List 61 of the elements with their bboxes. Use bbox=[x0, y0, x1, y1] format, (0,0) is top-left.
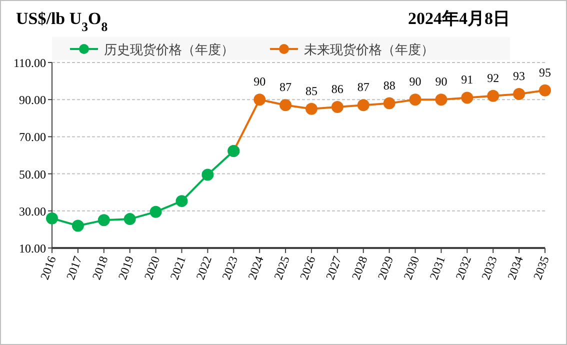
x-tick-label: 2019 bbox=[115, 254, 137, 282]
data-label: 88 bbox=[383, 78, 396, 92]
data-label: 90 bbox=[409, 74, 422, 89]
x-tick-label: 2016 bbox=[37, 254, 59, 282]
legend-label: 未来现货价格（年度） bbox=[304, 42, 434, 58]
data-label: 85 bbox=[305, 84, 318, 98]
point bbox=[202, 168, 214, 181]
point bbox=[176, 195, 188, 208]
data-label: 87 bbox=[357, 80, 370, 94]
x-tick-label: 2035 bbox=[530, 254, 552, 282]
x-tick-label: 2021 bbox=[167, 254, 189, 282]
data-label: 93 bbox=[513, 69, 526, 84]
point bbox=[539, 84, 551, 96]
point bbox=[461, 92, 474, 104]
x-tick-label: 2027 bbox=[322, 254, 344, 282]
point bbox=[254, 94, 266, 106]
legend-label: 历史现货价格（年度） bbox=[104, 42, 234, 58]
x-tick-label: 2029 bbox=[374, 254, 396, 282]
point bbox=[357, 99, 370, 112]
y-tick-label: 50.00 bbox=[19, 167, 46, 182]
x-tick-label: 2024 bbox=[245, 254, 266, 282]
data-label: 86 bbox=[331, 82, 344, 96]
data-label: 95 bbox=[539, 65, 551, 80]
point bbox=[72, 220, 84, 232]
point bbox=[435, 94, 448, 106]
data-label: 90 bbox=[254, 74, 266, 89]
point bbox=[124, 213, 136, 226]
x-tick-label: 2034 bbox=[504, 254, 526, 282]
x-tick-label: 2026 bbox=[296, 254, 318, 282]
x-tick-label: 2025 bbox=[270, 254, 292, 282]
y-tick-label: 110.00 bbox=[13, 56, 46, 70]
data-label: 90 bbox=[435, 74, 448, 89]
y-tick-label: 10.00 bbox=[19, 242, 46, 256]
point bbox=[150, 206, 162, 218]
data-label: 92 bbox=[487, 70, 500, 85]
x-tick-label: 2028 bbox=[348, 254, 370, 282]
x-tick-label: 2020 bbox=[141, 254, 163, 282]
point bbox=[305, 102, 318, 115]
data-label: 91 bbox=[461, 72, 474, 87]
y-tick-label: 30.00 bbox=[19, 204, 46, 218]
x-tick-label: 2017 bbox=[63, 254, 85, 282]
y-tick-label: 70.00 bbox=[19, 130, 46, 144]
x-tick-label: 2032 bbox=[452, 254, 474, 282]
y-tick-label: 90.00 bbox=[19, 93, 46, 108]
x-tick-label: 2022 bbox=[193, 254, 215, 282]
point bbox=[331, 101, 344, 114]
point bbox=[46, 212, 58, 224]
point bbox=[513, 88, 526, 100]
chart-subtitle: 2024年4月8日 bbox=[408, 9, 510, 28]
point bbox=[487, 90, 500, 102]
x-tick-label: 2018 bbox=[89, 254, 111, 282]
x-tick-label: 2023 bbox=[219, 254, 240, 282]
x-tick-label: 2030 bbox=[400, 254, 422, 282]
x-tick-label: 2031 bbox=[426, 254, 448, 282]
data-label: 87 bbox=[280, 80, 292, 94]
x-tick-label: 2033 bbox=[478, 254, 500, 282]
point bbox=[98, 214, 110, 226]
point bbox=[383, 97, 396, 110]
chart-title: US$/lb U$_{3}$O$_{8}$ bbox=[16, 9, 108, 34]
point bbox=[409, 94, 422, 106]
point bbox=[280, 99, 292, 112]
